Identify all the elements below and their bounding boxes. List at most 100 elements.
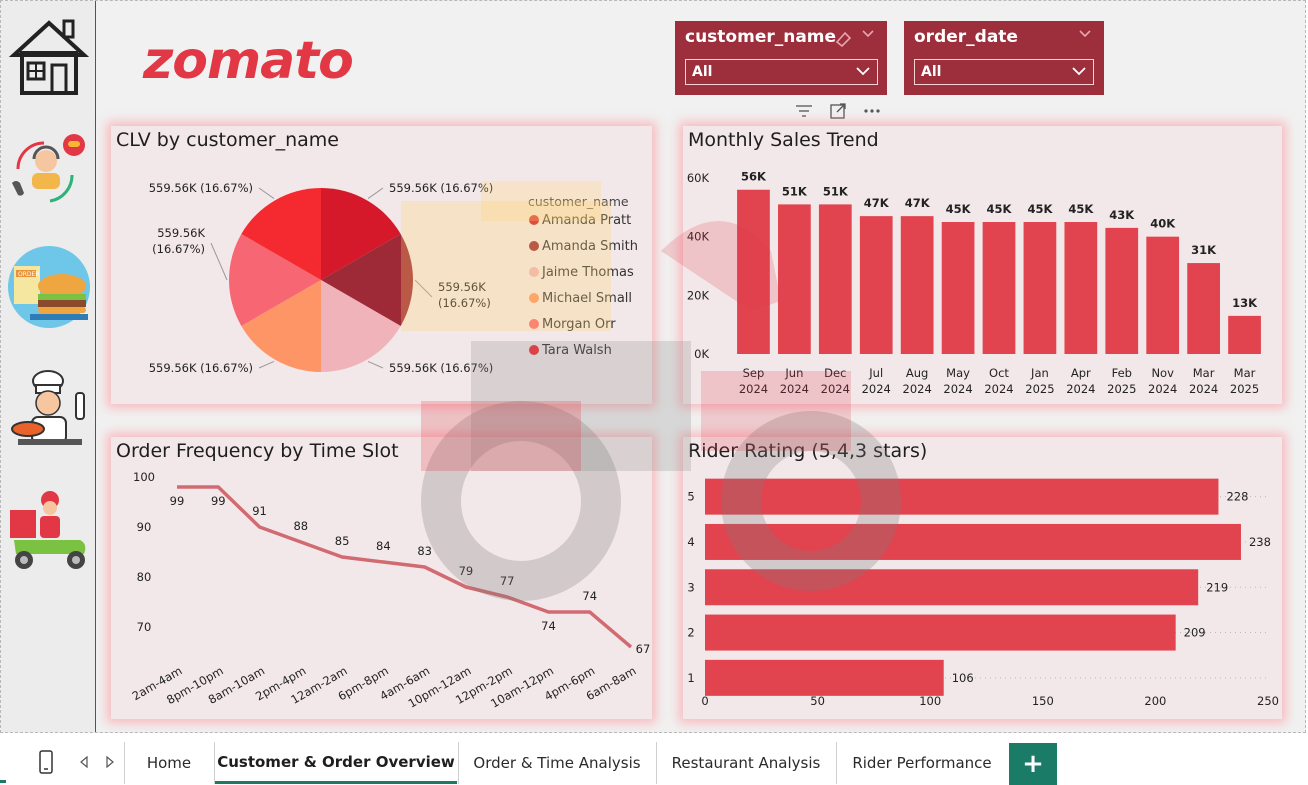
legend-item: Michael Small	[542, 291, 632, 306]
pie-leader-line	[414, 279, 433, 298]
x-tick-label: Apr	[1071, 366, 1091, 380]
bar-data-label: 45K	[946, 202, 972, 216]
sales-bar	[1187, 263, 1220, 354]
slicer-title: customer_name	[685, 27, 837, 47]
panel-title: Monthly Sales Trend	[688, 129, 879, 151]
y-tick-label: 1	[687, 671, 694, 685]
pie-data-label: (16.67%)	[152, 242, 205, 256]
pie-data-label: 559.56K	[438, 280, 486, 294]
pie-leader-line	[258, 360, 275, 369]
food-order-icon[interactable]: ORDER	[6, 244, 92, 330]
add-page-button[interactable]: +	[1009, 743, 1057, 785]
x-tick-label: Mar	[1193, 366, 1215, 380]
more-options-icon[interactable]	[855, 96, 889, 126]
legend-title: customer_name	[528, 194, 629, 209]
tab-order-time-analysis[interactable]: Order & Time Analysis	[473, 754, 641, 772]
customer-support-icon[interactable]	[6, 129, 92, 215]
rider-rating-panel[interactable]: Rider Rating (5,4,3 stars) 5 228 4 238 3 219 2…	[683, 437, 1282, 719]
filter-icon[interactable]	[787, 96, 821, 126]
pie-data-label: 559.56K (16.67%)	[389, 181, 493, 195]
x-tick-label: 2024	[862, 382, 891, 396]
slicer-dropdown[interactable]: All	[685, 59, 878, 85]
chevron-down-icon	[856, 67, 870, 76]
line-data-label: 83	[417, 544, 432, 558]
chef-icon[interactable]	[6, 363, 92, 449]
y-tick-label: 2	[687, 626, 694, 640]
slicer-order-date[interactable]: order_date All	[904, 21, 1104, 95]
pie-data-label: 559.56K	[157, 226, 205, 240]
x-tick-label: 200	[1144, 694, 1166, 708]
focus-mode-icon[interactable]	[821, 96, 855, 126]
pie-slice	[321, 188, 401, 280]
sales-bar	[859, 216, 893, 354]
x-tick-label: Aug	[906, 366, 928, 380]
slicer-value: All	[692, 64, 713, 80]
report-canvas: ORDER	[0, 0, 1306, 733]
home-icon[interactable]	[6, 13, 92, 99]
tab-separator	[214, 742, 215, 784]
x-tick-label: 2025	[1107, 382, 1136, 396]
mobile-layout-icon[interactable]	[38, 750, 54, 774]
chevron-right-icon[interactable]	[105, 756, 115, 768]
x-tick-label: 250	[1257, 694, 1279, 708]
line-data-label: 77	[500, 574, 515, 588]
line-data-label: 91	[252, 504, 267, 518]
x-tick-label: Sep	[743, 366, 765, 380]
x-tick-label: Jun	[784, 366, 803, 380]
chevron-down-icon[interactable]	[1078, 29, 1092, 39]
x-tick-label: 150	[1032, 694, 1054, 708]
slicer-dropdown[interactable]: All	[914, 59, 1094, 85]
tab-separator	[656, 742, 657, 784]
pie-leader-line	[367, 187, 384, 200]
clv-pie-chart: 559.56K (16.67%) 559.56K (16.67%) 559.56K (…	[149, 181, 638, 375]
sidebar: ORDER	[1, 1, 96, 732]
tab-rider-performance[interactable]: Rider Performance	[852, 754, 992, 772]
legend-marker	[529, 267, 539, 277]
line-data-label: 84	[376, 539, 391, 553]
x-tick-label: 2025	[1025, 382, 1054, 396]
legend-marker	[529, 345, 539, 355]
pie-leader-line	[258, 187, 275, 200]
sales-bar	[1146, 236, 1180, 354]
bar-data-label: 45K	[1027, 202, 1053, 216]
order-frequency-panel[interactable]: Order Frequency by Time Slot 100 90 80 70 99…	[111, 437, 652, 719]
line-data-label: 99	[170, 494, 185, 508]
bar-data-label: 219	[1206, 580, 1228, 594]
line-data-label: 74	[582, 589, 597, 603]
x-tick-label: 2024	[1189, 382, 1218, 396]
tab-home[interactable]: Home	[146, 754, 192, 772]
page-tab-bar: Home Customer & Order Overview Order & T…	[0, 734, 1308, 785]
slicer-value: All	[921, 64, 942, 80]
rating-bar	[705, 659, 944, 696]
x-tick-label: 2024	[1066, 382, 1095, 396]
y-tick-label: 60K	[687, 171, 710, 185]
x-tick-label: Jan	[1030, 366, 1049, 380]
x-tick-label: Dec	[824, 366, 846, 380]
eraser-icon[interactable]	[833, 29, 853, 47]
chevron-down-icon[interactable]	[861, 29, 875, 39]
tab-customer-order-overview[interactable]: Customer & Order Overview	[215, 742, 457, 784]
delivery-rider-icon[interactable]	[6, 488, 92, 574]
bar-data-label: 40K	[1150, 217, 1176, 231]
legend-marker	[529, 241, 539, 251]
x-tick-label: 2025	[1230, 382, 1259, 396]
rating-bar	[705, 523, 1241, 560]
y-tick-label: 0K	[694, 347, 709, 361]
bar-data-label: 106	[952, 671, 974, 685]
chevron-left-icon[interactable]	[79, 756, 89, 768]
sales-bar	[1105, 227, 1139, 354]
x-tick-label: Mar	[1234, 366, 1256, 380]
x-tick-label: 2024	[1148, 382, 1177, 396]
pie-data-label: 559.56K (16.67%)	[389, 361, 493, 375]
rating-bar	[705, 478, 1219, 515]
legend-marker	[529, 319, 539, 329]
monthly-sales-panel[interactable]: Monthly Sales Trend 0K 20K 40K 60K 56K Sep 202…	[683, 126, 1282, 404]
bar-data-label: 51K	[823, 184, 849, 198]
tab-separator	[836, 742, 837, 784]
tab-restaurant-analysis[interactable]: Restaurant Analysis	[671, 754, 821, 772]
slicer-customer-name[interactable]: customer_name All	[675, 21, 887, 95]
frequency-line	[177, 485, 633, 649]
sales-bar	[737, 189, 770, 354]
legend-item: Amanda Pratt	[542, 213, 631, 228]
clv-pie-panel[interactable]: CLV by customer_name 559.56K (16.67%) 559…	[111, 126, 652, 404]
